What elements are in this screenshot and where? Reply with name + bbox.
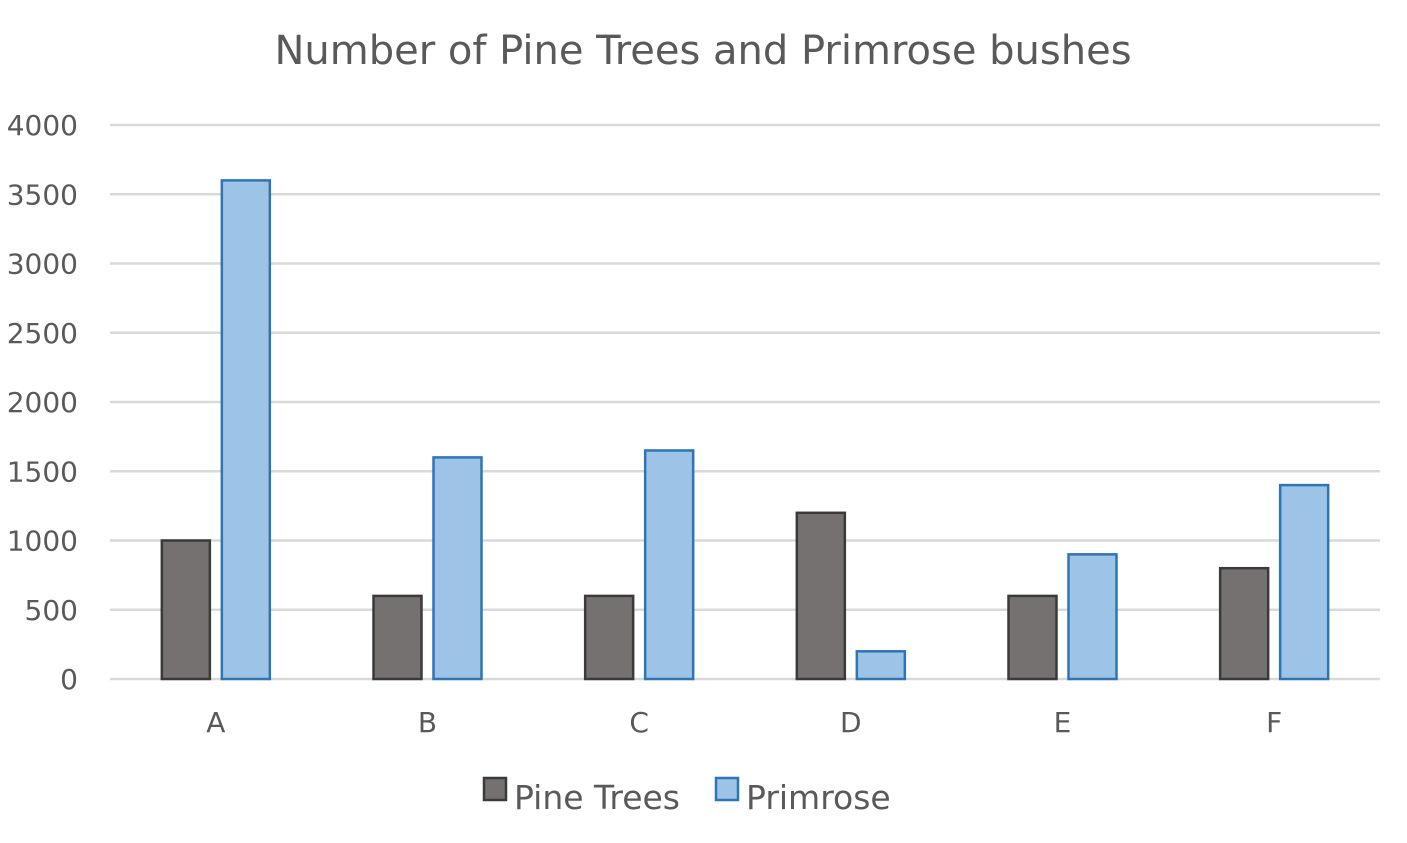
y-tick-label: 2000 bbox=[7, 386, 78, 419]
bars bbox=[160, 179, 1330, 681]
x-tick-label: D bbox=[840, 706, 862, 739]
legend-swatch-primrose bbox=[714, 776, 740, 802]
bar-pine-trees-f bbox=[1218, 566, 1270, 681]
bar-primrose-e bbox=[1067, 553, 1118, 681]
bar-pine-trees-b bbox=[372, 594, 423, 681]
bar-primrose-c bbox=[643, 449, 695, 681]
y-tick-label: 3500 bbox=[7, 178, 78, 211]
bar-pine-trees-e bbox=[1007, 594, 1058, 681]
y-tick-label: 2500 bbox=[7, 317, 78, 350]
bar-pine-trees-c bbox=[583, 594, 635, 681]
x-axis-ticks: A B C D E F bbox=[206, 706, 1282, 739]
y-tick-label: 0 bbox=[60, 663, 78, 696]
legend-label-pine-trees: Pine Trees bbox=[514, 778, 680, 817]
y-axis-ticks: 0 500 1000 1500 2000 2500 3000 3500 4000 bbox=[7, 109, 78, 696]
bar-primrose-a bbox=[220, 179, 272, 681]
legend-label-primrose: Primrose bbox=[746, 778, 891, 817]
x-tick-label: A bbox=[206, 706, 225, 739]
gridlines bbox=[110, 123, 1380, 681]
x-tick-label: F bbox=[1266, 706, 1282, 739]
legend: Pine Trees Primrose bbox=[482, 776, 891, 817]
bar-pine-trees-a bbox=[160, 539, 212, 681]
bar-primrose-f bbox=[1278, 483, 1330, 681]
bar-primrose-b bbox=[432, 456, 483, 681]
x-tick-label: E bbox=[1054, 706, 1072, 739]
x-tick-label: B bbox=[418, 706, 437, 739]
y-tick-label: 4000 bbox=[7, 109, 78, 142]
legend-swatch-pine-trees bbox=[482, 776, 508, 802]
y-tick-label: 1000 bbox=[7, 525, 78, 558]
bar-pine-trees-d bbox=[795, 511, 847, 681]
x-tick-label: C bbox=[629, 706, 649, 739]
y-tick-label: 3000 bbox=[7, 248, 78, 281]
y-tick-label: 500 bbox=[25, 594, 78, 627]
y-tick-label: 1500 bbox=[7, 455, 78, 488]
bar-primrose-d bbox=[855, 650, 907, 681]
chart-title: Number of Pine Trees and Primrose bushes bbox=[274, 28, 1131, 74]
